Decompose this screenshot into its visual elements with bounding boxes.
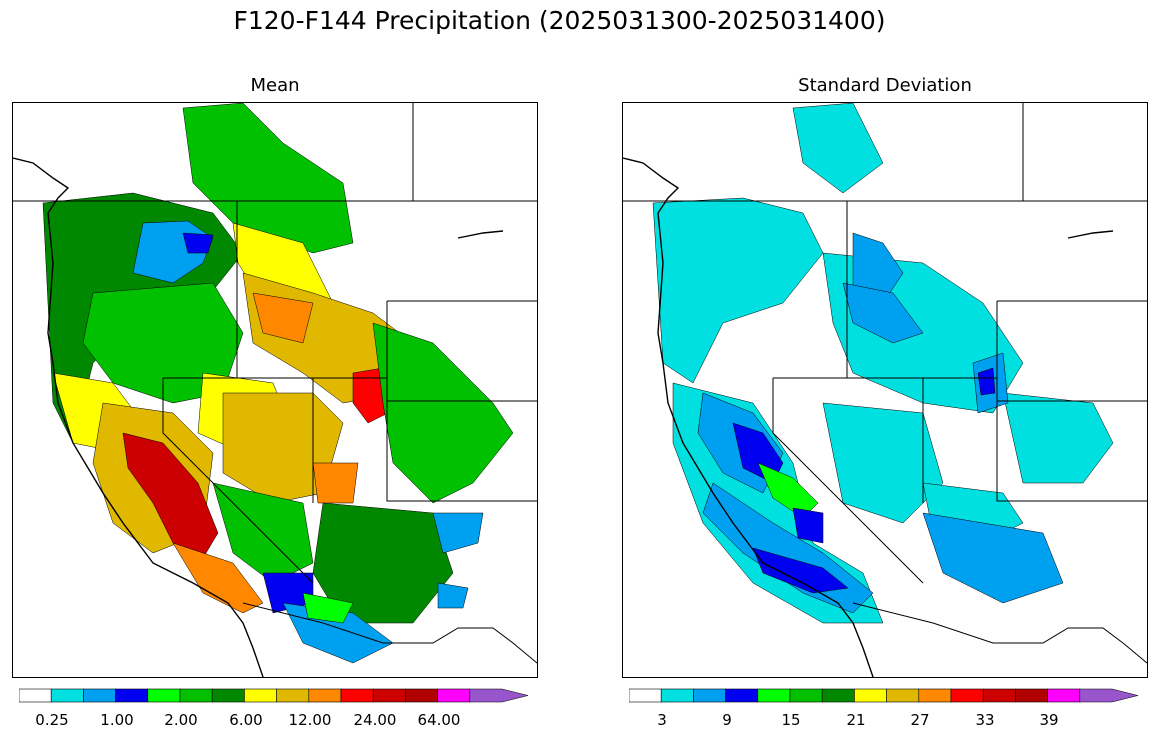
map-mean-canvas	[13, 103, 537, 677]
colorbar-stddev-tick: 33	[975, 711, 995, 729]
colorbar-swatch	[660, 688, 694, 703]
colorbar-mean-tick: 12.00	[288, 711, 332, 729]
colorbar-swatch	[628, 688, 662, 703]
colorbar-mean-tick: 24.00	[353, 711, 397, 729]
colorbar-swatch	[918, 688, 952, 703]
panel-title-mean: Mean	[250, 75, 300, 96]
colorbar-swatch	[308, 688, 342, 703]
colorbar-stddev-tick: 21	[846, 711, 866, 729]
colorbar-swatch	[789, 688, 823, 703]
colorbar-mean-tick: 1.00	[100, 711, 134, 729]
colorbar-swatch	[50, 688, 84, 703]
colorbar-stddev-tick: 9	[722, 711, 732, 729]
colorbar-swatch	[725, 688, 759, 703]
colorbar-mean-tick: 64.00	[417, 711, 461, 729]
colorbar-swatch	[18, 688, 52, 703]
stddev-boundaries	[623, 103, 1147, 664]
colorbar-swatch	[340, 688, 374, 703]
colorbar-mean-swatches	[18, 688, 529, 703]
figure-title: F120-F144 Precipitation (2025031300-2025…	[233, 6, 886, 35]
mean-boundaries	[13, 103, 537, 664]
colorbar-swatch	[757, 688, 791, 703]
mean-coastline	[13, 157, 504, 677]
colorbar-stddev-tick: 39	[1039, 711, 1059, 729]
panel-title-stddev: Standard Deviation	[798, 75, 972, 96]
map-stddev	[622, 102, 1148, 678]
colorbar-stddev	[628, 688, 1141, 708]
colorbar-swatch	[276, 688, 310, 703]
colorbar-swatch	[854, 688, 887, 703]
colorbar-mean-tick: 2.00	[164, 711, 198, 729]
colorbar-swatch	[886, 688, 920, 703]
colorbar-swatch	[437, 688, 471, 703]
colorbar-swatch	[1015, 688, 1048, 703]
mean-basin-fills	[42, 103, 514, 664]
colorbar-swatch	[950, 688, 984, 703]
colorbar-swatch	[115, 688, 149, 703]
colorbar-stddev-tick: 27	[910, 711, 930, 729]
colorbar-swatch	[179, 688, 213, 703]
colorbar-swatch	[83, 688, 116, 703]
colorbar-mean	[18, 688, 531, 708]
map-mean	[12, 102, 538, 678]
map-stddev-canvas	[623, 103, 1147, 677]
colorbar-stddev-swatches	[628, 688, 1139, 703]
colorbar-swatch	[1047, 688, 1081, 703]
colorbar-stddev-tick: 15	[781, 711, 801, 729]
colorbar-stddev-tick: 3	[657, 711, 667, 729]
colorbar-swatch	[1079, 688, 1139, 703]
colorbar-swatch	[469, 688, 529, 703]
colorbar-swatch	[244, 688, 277, 703]
colorbar-swatch	[821, 688, 855, 703]
colorbar-swatch	[372, 688, 406, 703]
colorbar-swatch	[147, 688, 181, 703]
colorbar-swatch	[693, 688, 726, 703]
colorbar-mean-tick: 6.00	[229, 711, 263, 729]
stddev-basin-fills	[652, 103, 1114, 624]
colorbar-swatch	[211, 688, 245, 703]
colorbar-mean-tick: 0.25	[35, 711, 69, 729]
colorbar-swatch	[405, 688, 438, 703]
stddev-coastline	[623, 157, 1114, 677]
colorbar-swatch	[982, 688, 1016, 703]
